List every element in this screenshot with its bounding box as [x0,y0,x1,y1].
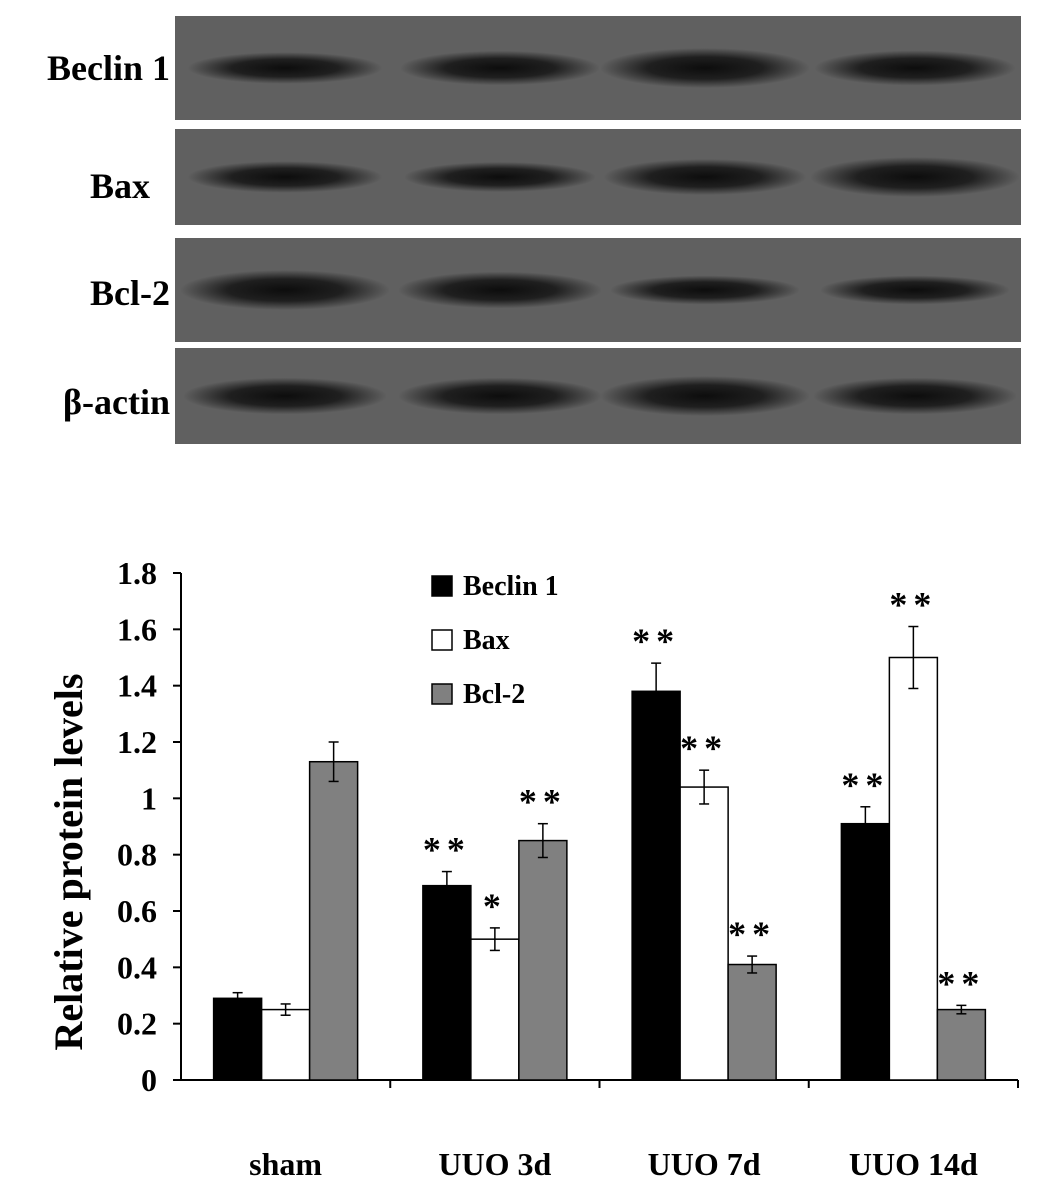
legend-swatch [431,575,453,597]
blot-strip-2 [175,238,1021,342]
chart-legend: Beclin 1 Bax Bcl-2 [431,571,559,710]
y-tick-label: 1.6 [117,611,157,647]
blot-strip-3 [175,348,1021,444]
blot-label-0: Beclin 1 [47,48,170,88]
y-tick-label: 0 [141,1062,157,1098]
significance-marker: ** [680,728,728,768]
bar [470,938,520,1081]
y-tick-label: 1.4 [117,668,157,704]
y-tick-label: 1.8 [117,555,157,591]
bar [727,963,777,1081]
legend-label: Bax [463,625,510,656]
bar [422,884,472,1081]
legend-label: Beclin 1 [463,571,559,602]
bar [840,822,891,1081]
y-tick-label: 1.2 [117,724,157,760]
blot-strip-1 [175,129,1021,225]
chart-bars: ***************** [212,585,987,1081]
y-tick-label: 0.4 [117,949,157,985]
bar [308,760,359,1081]
significance-marker: ** [632,621,680,661]
blot-strip-0 [175,16,1021,120]
legend-label: Bcl-2 [463,679,525,710]
significance-marker: ** [937,963,985,1003]
blot-label-1: Bax [89,166,150,206]
legend-swatch [431,683,453,705]
y-tick-label: 0.6 [117,893,157,929]
legend-swatch [431,629,453,651]
significance-marker: ** [728,914,776,954]
significance-marker: ** [423,830,471,870]
significance-marker: ** [889,585,937,625]
bar-chart: 0 0.2 0.4 0.6 0.8 1 1.2 1.4 1.6 1.8 sham UUO 3d UUO … [46,555,1019,1178]
bar [936,1008,987,1081]
bar [518,839,568,1081]
y-tick-label: 0.8 [117,837,157,873]
bar [888,656,939,1081]
y-tick-label: 1 [141,780,157,816]
x-tick-label: UUO 7d [648,1146,761,1178]
y-tick-label: 0.2 [117,1006,157,1042]
blot-label-3: β-actin [63,382,170,422]
significance-marker: * [483,886,507,926]
x-tick-label: sham [249,1146,322,1178]
bar [260,1008,311,1081]
significance-marker: ** [519,782,567,822]
bar [679,786,729,1081]
blot-label-2: Bcl-2 [90,273,170,313]
significance-marker: ** [841,765,889,805]
x-tick-label: UUO 14d [849,1146,978,1178]
bar [631,690,681,1081]
x-tick-label: UUO 3d [438,1146,551,1178]
y-axis-label: Relative protein levels [46,674,91,1051]
bar [212,997,263,1081]
